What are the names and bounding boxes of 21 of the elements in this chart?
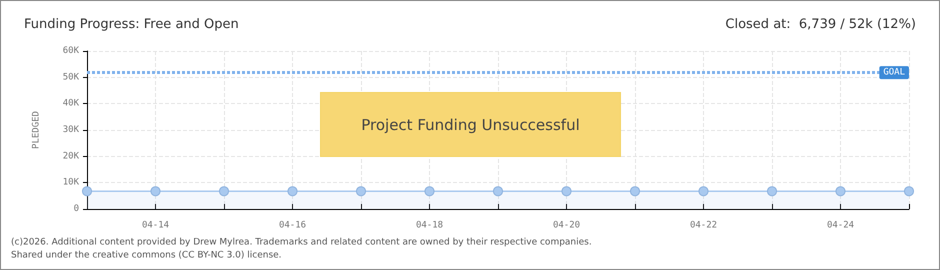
x-tick-label: 04-14 xyxy=(142,220,170,230)
chart-title: Funding Progress: Free and Open xyxy=(24,17,239,32)
notice-box: Project Funding Unsuccessful xyxy=(320,92,621,157)
y-tick-label: 10K xyxy=(62,178,80,188)
x-tick-label: 04-24 xyxy=(826,220,854,230)
x-tick-label: 04-18 xyxy=(416,220,444,230)
x-tick-label: 04-20 xyxy=(552,220,580,230)
text: Shared under the creative commons (CC BY-NC 3.0) license. xyxy=(11,250,282,260)
x-tick-label: 04-22 xyxy=(690,220,718,230)
ref-line-label: GOAL xyxy=(883,68,905,78)
text: (c)2026. Additional content provided by Drew Mylrea. Trademarks and related content are owned by their respective companies. xyxy=(11,238,592,248)
chart-subtitle: Closed at: 6,739 / 52k (12%) xyxy=(725,17,916,32)
x-tick-label: 04-16 xyxy=(278,220,306,230)
y-tick-label: 60K xyxy=(62,46,80,56)
y-tick-label: 40K xyxy=(62,98,80,109)
y-axis-title: PLEDGED xyxy=(32,111,42,149)
y-tick-label: 50K xyxy=(62,72,80,82)
y-tick-label: 20K xyxy=(62,151,80,162)
y-tick-label: 0 xyxy=(74,204,79,214)
y-tick-label: 30K xyxy=(62,125,80,135)
annotation: Project Funding Unsuccessful xyxy=(361,116,580,134)
